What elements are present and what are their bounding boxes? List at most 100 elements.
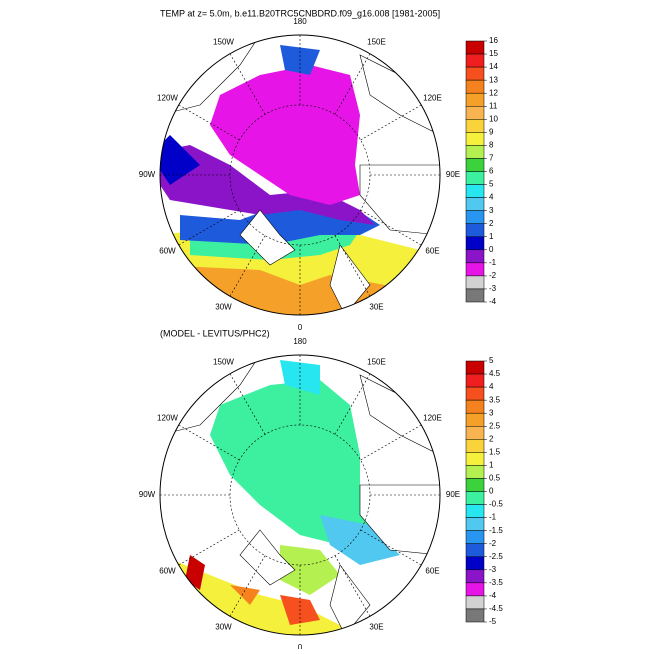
lon-label: 90W (139, 170, 156, 179)
lon-label: 150W (213, 38, 234, 47)
colorbar-box (465, 236, 485, 251)
lon-label: 30E (369, 303, 383, 312)
colorbar-box (465, 210, 485, 224)
colorbar-label: 12 (489, 88, 498, 97)
colorbar-box (465, 132, 485, 146)
colorbar-label: 3.5 (489, 395, 501, 404)
colorbar-box (465, 53, 485, 68)
colorbar-box (465, 595, 485, 610)
lon-label: 120E (423, 94, 442, 103)
colorbar-box (465, 145, 485, 159)
colorbar-label: -4 (489, 297, 497, 306)
colorbar-box (465, 184, 485, 198)
colorbar-label: 1 (489, 461, 494, 470)
colorbar-box (465, 249, 485, 264)
colorbar-box (465, 582, 485, 597)
colorbar-label: 3 (489, 206, 494, 215)
colorbar-label: -0.5 (489, 500, 503, 509)
colorbar-label: -2 (489, 539, 497, 548)
colorbar-label: -1 (489, 258, 497, 267)
map-title: TEMP at z= 5.0m, b.e11.B20TRC5CNBDRD.f09… (160, 8, 440, 18)
colorbar-box (465, 399, 485, 414)
colorbar-label: 13 (489, 75, 498, 84)
lon-label: 90W (139, 490, 156, 499)
colorbar-label: -3 (489, 565, 497, 574)
colorbar-label: 4 (489, 193, 494, 202)
lon-label: 90E (446, 170, 460, 179)
colorbar-box (465, 92, 485, 107)
lon-label: 150E (367, 38, 386, 47)
colorbar-label: -1.5 (489, 526, 503, 535)
map-panel: 180 150E 120E 90E 60E 30E 0 30W 60W 90W 120W 150W (139, 17, 460, 332)
colorbar-label: 3 (489, 408, 494, 417)
colorbar-box (465, 386, 485, 401)
colorbar-label: -3 (489, 284, 497, 293)
colorbar-box (465, 373, 485, 388)
lon-label: 60W (159, 567, 176, 576)
colorbar-box (465, 288, 485, 303)
colorbar-label: 6 (489, 167, 494, 176)
colorbar-box (465, 465, 485, 479)
colorbar-label: 16 (489, 36, 498, 45)
lon-label: 30E (369, 623, 383, 632)
colorbar-box (465, 40, 485, 55)
colorbar-box (465, 262, 485, 277)
colorbar-box (465, 608, 485, 623)
colorbar-label: 5 (489, 180, 494, 189)
colorbar-box (465, 439, 485, 453)
lon-label: 0 (298, 643, 303, 649)
colorbar-box (465, 543, 485, 558)
colorbar-label: 15 (489, 49, 498, 58)
colorbar-box (465, 412, 485, 427)
colorbar-label: 10 (489, 114, 498, 123)
colorbar-label: 1.5 (489, 447, 501, 456)
colorbar-box (465, 530, 485, 544)
lon-label: 60E (425, 247, 439, 256)
colorbar-box (465, 360, 485, 375)
colorbar-box (465, 452, 485, 466)
colorbar-box (465, 171, 485, 185)
colorbar-box (465, 158, 485, 172)
colorbar-label: 0 (489, 245, 494, 254)
lon-label: 90E (446, 490, 460, 499)
colorbar-box (465, 197, 485, 211)
colorbar-label: 14 (489, 62, 498, 71)
lon-label: 180 (293, 17, 307, 26)
colorbar-label: 9 (489, 127, 494, 136)
colorbar-box (465, 66, 485, 81)
colorbar-box (465, 223, 485, 237)
colorbar-box (465, 491, 485, 505)
colorbar-label: 5 (489, 356, 494, 365)
colorbar-box (465, 504, 485, 518)
map-border (159, 34, 441, 316)
colorbar-box (465, 106, 485, 120)
colorbar-box (465, 478, 485, 492)
colorbar-box (465, 517, 485, 531)
colorbar-label: 7 (489, 154, 494, 163)
lon-label: 60W (159, 247, 176, 256)
colorbar-box (465, 569, 485, 584)
colorbar-box (465, 119, 485, 133)
colorbar-label: -3.5 (489, 578, 503, 587)
lon-label: 60E (425, 567, 439, 576)
lon-label: 150E (367, 358, 386, 367)
map-field (160, 355, 440, 635)
colorbar-label: 0.5 (489, 474, 501, 483)
colorbar-box (465, 79, 485, 94)
colorbar-label: 11 (489, 101, 498, 110)
colorbar-box (465, 556, 485, 571)
colorbar-label: 2 (489, 434, 494, 443)
map-title: (MODEL - LEVITUS/PHC2) (160, 328, 270, 338)
map-panel: 180 150E 120E 90E 60E 30E 0 30W 60W 90W 120W 150W (139, 337, 460, 652)
colorbar-label: 8 (489, 141, 494, 150)
colorbar-label: 0 (489, 487, 494, 496)
colorbar-label: -1 (489, 513, 497, 522)
colorbar-label: -5 (489, 617, 497, 626)
colorbar-label: 4 (489, 382, 494, 391)
lon-label: 120W (157, 94, 178, 103)
lon-label: 0 (298, 323, 303, 332)
colorbar-label: 4.5 (489, 369, 501, 378)
colorbar-label: -4 (489, 591, 497, 600)
colorbar-label: 2 (489, 219, 494, 228)
